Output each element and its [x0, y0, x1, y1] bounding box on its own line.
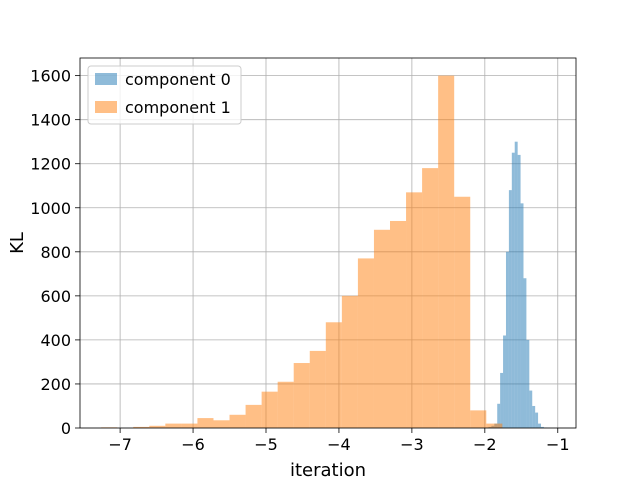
- histogram-bar-series-1: [133, 426, 150, 428]
- histogram-bar-series-1: [325, 322, 342, 428]
- histogram-bar-series-1: [149, 425, 166, 428]
- histogram-bar-series-0: [517, 154, 521, 428]
- histogram-bar-series-1: [309, 350, 326, 428]
- x-tick-label: −3: [400, 435, 424, 454]
- y-tick-label: 0: [61, 419, 71, 438]
- histogram-bar-series-1: [422, 168, 439, 428]
- histogram-bar-series-1: [470, 410, 487, 428]
- histogram-bar-series-1: [197, 418, 214, 428]
- histogram-bar-series-1: [486, 423, 503, 428]
- histogram-bar-series-1: [438, 75, 455, 428]
- y-tick-label: 800: [40, 243, 71, 262]
- x-tick-label: −7: [108, 435, 132, 454]
- histogram-bar-series-0: [497, 403, 501, 428]
- histogram-bar-series-0: [500, 372, 504, 428]
- histogram-bar-series-0: [523, 278, 527, 428]
- legend-box: [87, 65, 242, 125]
- legend-entry-label: component 1: [125, 98, 231, 117]
- plot-frame: [79, 57, 577, 429]
- histogram-bar-series-1: [454, 196, 471, 428]
- y-tick-label: 1400: [30, 111, 71, 130]
- histogram-bar-series-0: [511, 152, 515, 428]
- histogram-bar-series-1: [181, 423, 198, 428]
- y-tick-label: 1000: [30, 199, 71, 218]
- histogram-bar-series-0: [532, 405, 536, 428]
- legend-swatch: [95, 101, 117, 113]
- histogram-bar-series-0: [503, 335, 506, 428]
- histogram-bar-series-0: [505, 251, 509, 428]
- x-tick-label: −5: [254, 435, 278, 454]
- x-tick-label: −6: [181, 435, 205, 454]
- x-tick-label: −4: [327, 435, 351, 454]
- histogram-bar-series-0: [529, 390, 533, 428]
- bars: [101, 75, 550, 428]
- histogram-bar-series-1: [165, 423, 182, 428]
- x-axis-label: iteration: [290, 460, 366, 480]
- histogram-bar-series-1: [357, 258, 374, 428]
- histogram-bar-series-1: [390, 220, 407, 428]
- axis-ticks: −7 −6 −5 −4 −3 −2 −1 0 200 400 600 800 1000 1200 1400 1…: [30, 67, 569, 454]
- histogram-bar-series-0: [535, 412, 539, 428]
- histogram-bar-series-1: [229, 414, 246, 428]
- histogram-bar-series-1: [277, 381, 294, 428]
- legend-entry-label: component 0: [125, 70, 231, 89]
- histogram-bar-series-1: [406, 192, 423, 428]
- histogram-bar-series-1: [213, 420, 230, 428]
- y-tick-label: 600: [40, 287, 71, 306]
- y-axis-label: KL: [7, 232, 28, 254]
- histogram-bar-series-1: [245, 404, 262, 428]
- histogram-bar-series-1: [293, 363, 310, 428]
- y-tick-label: 1200: [30, 155, 71, 174]
- histogram-bar-series-0: [508, 190, 512, 428]
- x-tick-label: −1: [546, 435, 570, 454]
- histogram-bar-series-1: [373, 229, 390, 428]
- histogram-bar-series-1: [341, 295, 358, 428]
- histogram-bar-series-1: [261, 391, 278, 428]
- y-tick-label: 200: [40, 375, 71, 394]
- histogram-bar-series-0: [514, 141, 518, 428]
- histogram-bar-series-0: [526, 339, 530, 428]
- legend: component 0 component 1: [87, 65, 242, 125]
- histogram-bar-series-0: [520, 203, 524, 428]
- y-tick-label: 400: [40, 331, 71, 350]
- legend-swatch: [95, 73, 117, 85]
- x-tick-label: −2: [473, 435, 497, 454]
- y-tick-label: 1600: [30, 67, 71, 86]
- histogram-bar-series-0: [540, 426, 544, 428]
- histogram-bar-series-0: [538, 423, 541, 428]
